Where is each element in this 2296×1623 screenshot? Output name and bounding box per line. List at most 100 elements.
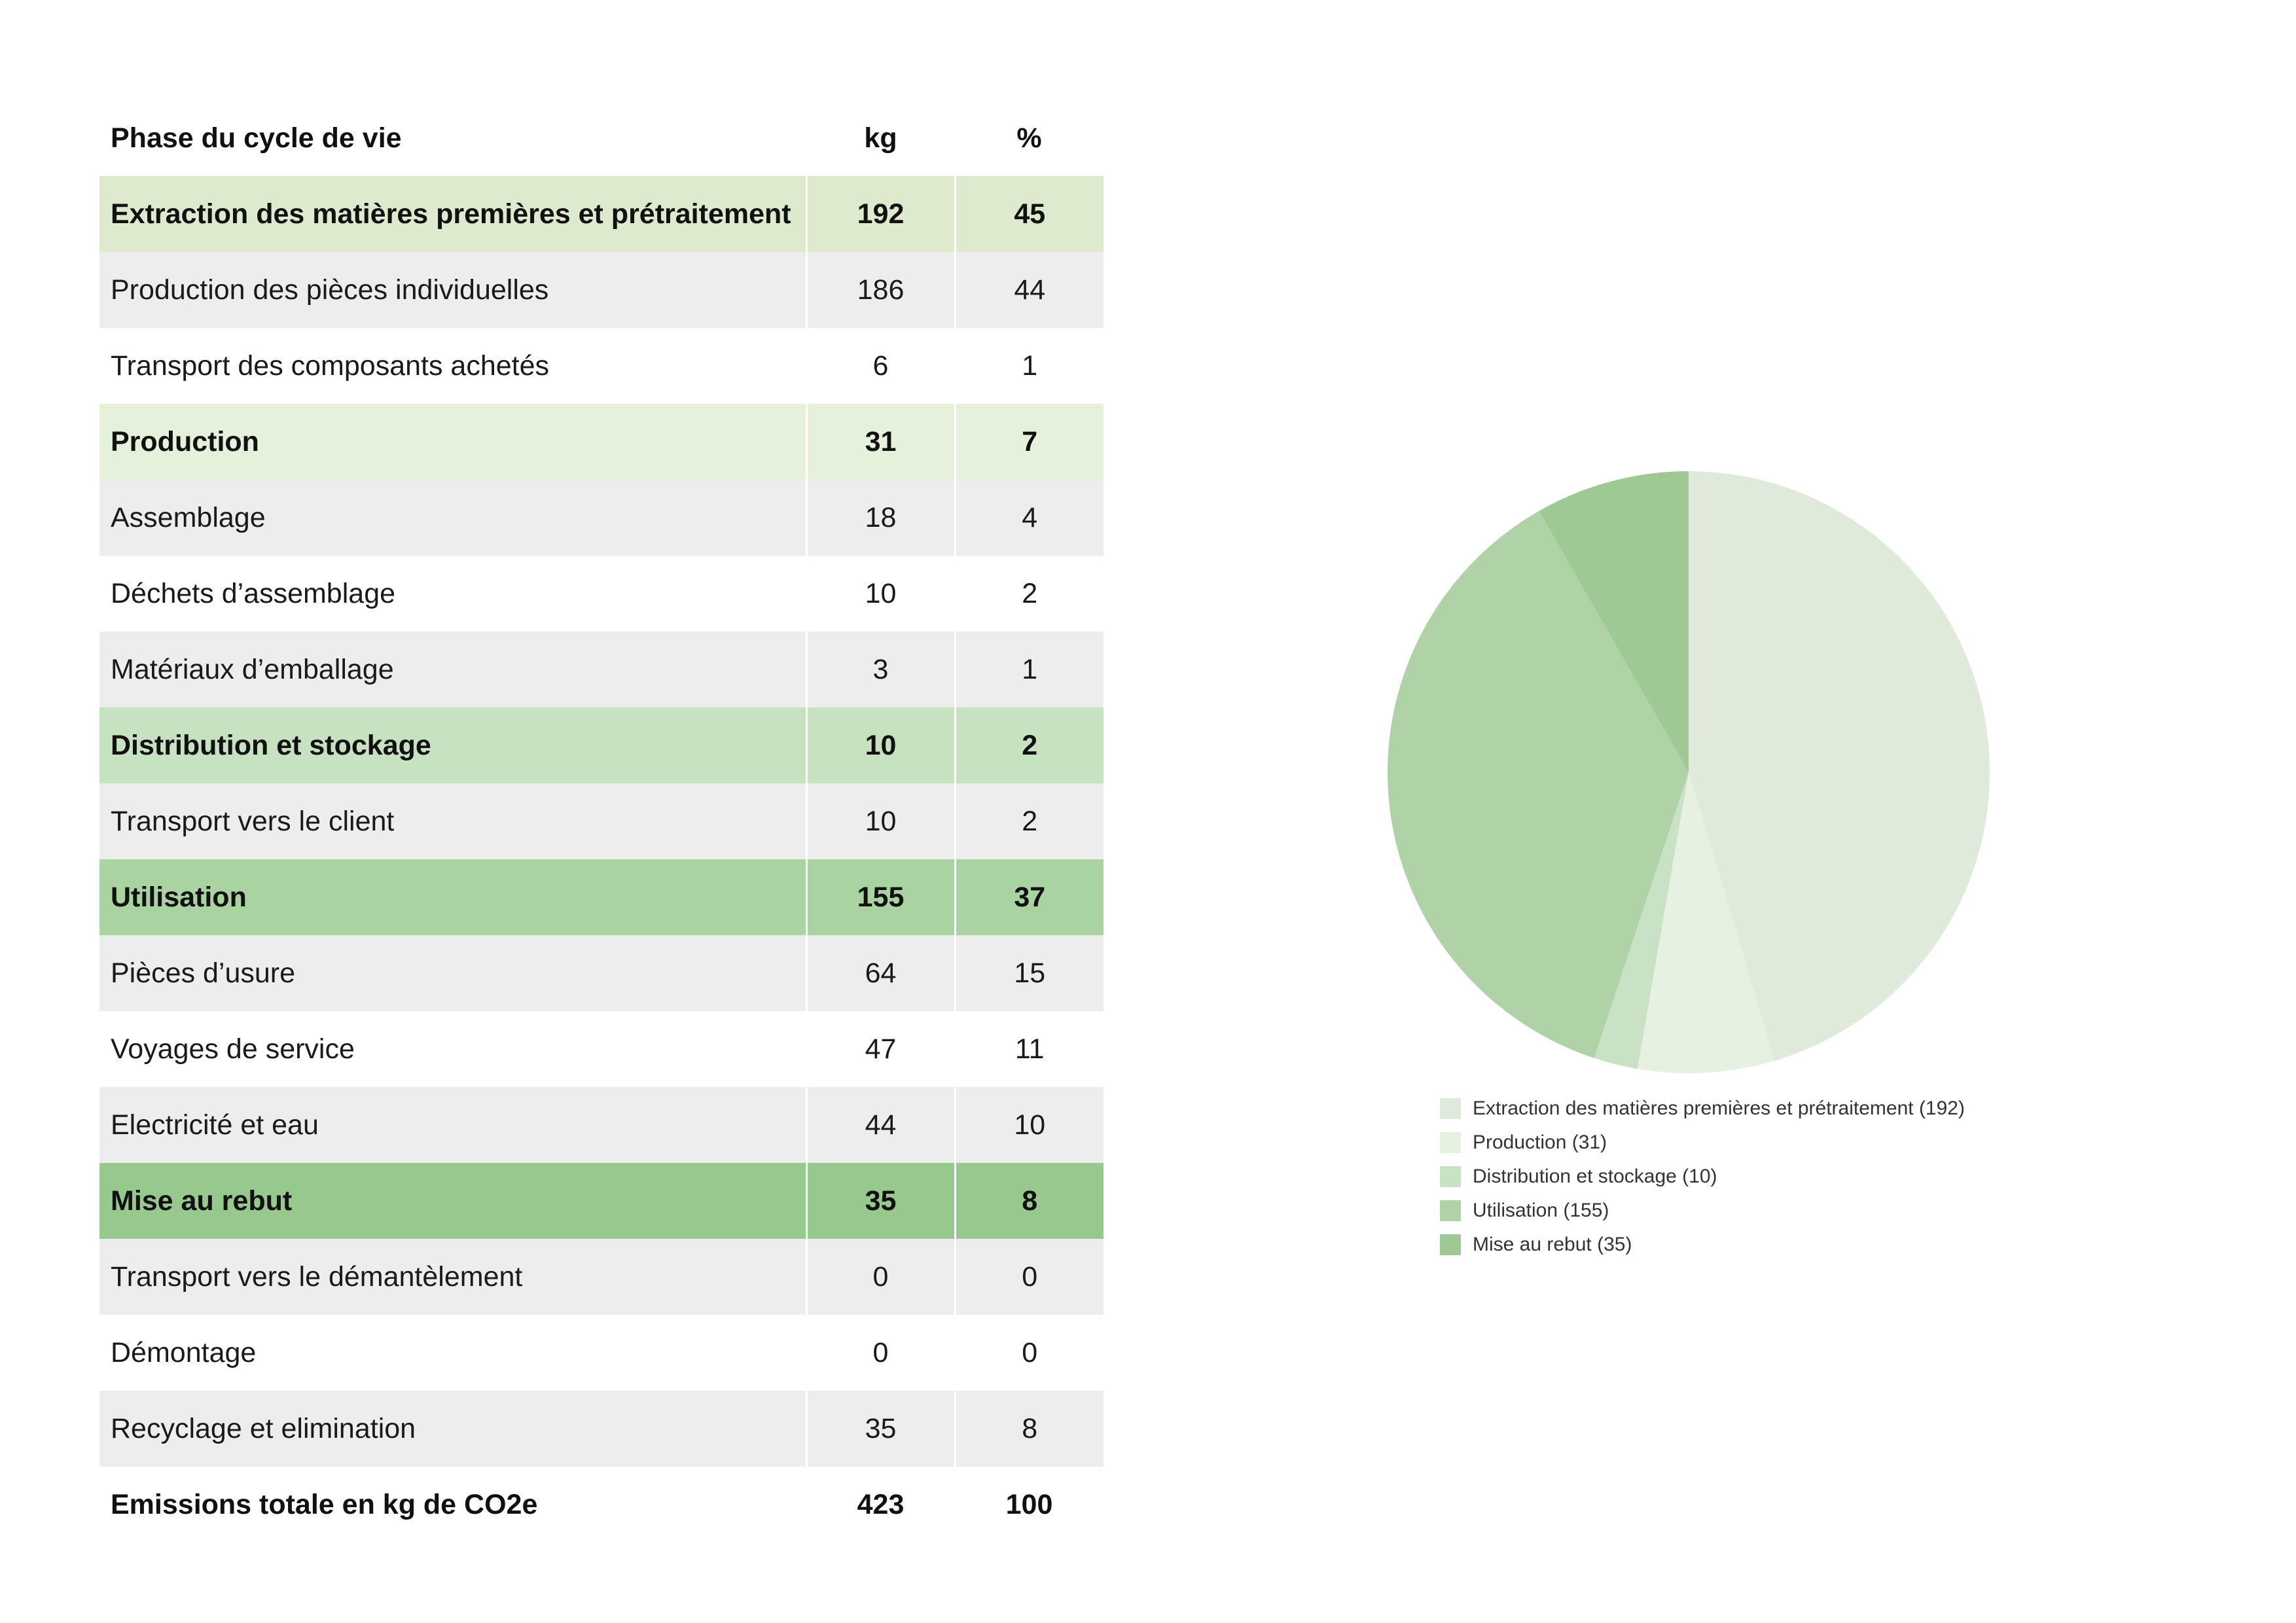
table-row: Assemblage 18 4 (99, 480, 1103, 556)
row-pct: 45 (954, 176, 1103, 252)
row-kg: 47 (805, 1011, 955, 1087)
row-label: Transport des composants achetés (111, 349, 550, 382)
row-label: Mise au rebut (111, 1185, 293, 1217)
row-kg: 35 (805, 1391, 955, 1467)
row-label: Assemblage (111, 501, 266, 533)
row-kg: 44 (805, 1087, 955, 1163)
pie-slice (1594, 772, 1689, 1069)
row-kg: 64 (805, 935, 955, 1011)
row-label: Recyclage et elimination (111, 1412, 416, 1444)
legend-item: Production (31) (1440, 1126, 1965, 1160)
phase-row: Distribution et stockage 10 2 (99, 707, 1103, 783)
row-pct: 11 (954, 1011, 1103, 1087)
row-label: Transport vers le client (111, 805, 395, 837)
row-pct: 8 (954, 1163, 1103, 1239)
total-row: Emissions totale en kg de CO2e 423 100 (99, 1467, 1103, 1543)
row-label: Transport vers le démantèlement (111, 1260, 523, 1293)
row-kg: 3 (805, 632, 955, 707)
table-header-row: Phase du cycle de vie kg % (99, 100, 1103, 176)
phase-row: Mise au rebut 35 8 (99, 1163, 1103, 1239)
row-kg: 186 (805, 252, 955, 328)
legend-item: Mise au rebut (35) (1440, 1228, 1965, 1262)
legend-swatch (1440, 1234, 1461, 1255)
table-row: Transport vers le démantèlement 0 0 (99, 1239, 1103, 1315)
row-pct: 7 (954, 404, 1103, 480)
row-label: Production (111, 425, 259, 457)
header-kg: kg (806, 100, 955, 176)
row-pct: 4 (954, 480, 1103, 556)
row-kg: 192 (805, 176, 955, 252)
phase-row: Utilisation 155 37 (99, 859, 1103, 935)
row-label: Démontage (111, 1336, 257, 1368)
legend-item: Extraction des matières premières et pré… (1440, 1092, 1965, 1126)
table-row: Matériaux d’emballage 3 1 (99, 632, 1103, 707)
legend-label: Utilisation (155) (1473, 1200, 1609, 1221)
row-pct: 0 (954, 1315, 1103, 1391)
emissions-pie-chart (1388, 471, 1990, 1073)
row-pct: 10 (954, 1087, 1103, 1163)
table-row: Démontage 0 0 (99, 1315, 1103, 1391)
table-row: Voyages de service 47 11 (99, 1011, 1103, 1087)
legend-swatch (1440, 1132, 1461, 1153)
phase-row: Production 31 7 (99, 404, 1103, 480)
table-row: Pièces d’usure 64 15 (99, 935, 1103, 1011)
table-row: Transport vers le client 10 2 (99, 783, 1103, 859)
row-pct: 1 (954, 328, 1103, 404)
pie-slice (1637, 772, 1775, 1073)
total-pct: 100 (955, 1467, 1103, 1543)
row-label: Matériaux d’emballage (111, 653, 394, 685)
row-label: Pièces d’usure (111, 957, 296, 989)
row-label: Utilisation (111, 881, 247, 913)
legend-label: Mise au rebut (35) (1473, 1234, 1632, 1255)
row-kg: 10 (805, 556, 955, 632)
pie-slice (1539, 471, 1689, 772)
row-pct: 44 (954, 252, 1103, 328)
table-row: Electricité et eau 44 10 (99, 1087, 1103, 1163)
row-kg: 10 (805, 783, 955, 859)
legend-label: Distribution et stockage (10) (1473, 1166, 1717, 1187)
table-body: Extraction des matières premières et pré… (99, 176, 1103, 1467)
total-label: Emissions totale en kg de CO2e (99, 1467, 806, 1543)
row-pct: 37 (954, 859, 1103, 935)
row-kg: 35 (805, 1163, 955, 1239)
row-pct: 15 (954, 935, 1103, 1011)
pie-slice (1388, 510, 1689, 1058)
row-pct: 1 (954, 632, 1103, 707)
row-pct: 0 (954, 1239, 1103, 1315)
row-kg: 155 (805, 859, 955, 935)
row-kg: 10 (805, 707, 955, 783)
row-pct: 2 (954, 783, 1103, 859)
row-pct: 8 (954, 1391, 1103, 1467)
table-row: Recyclage et elimination 35 8 (99, 1391, 1103, 1467)
legend-item: Distribution et stockage (10) (1440, 1160, 1965, 1194)
header-phase: Phase du cycle de vie (99, 100, 806, 176)
legend-swatch (1440, 1200, 1461, 1221)
legend-swatch (1440, 1166, 1461, 1187)
row-pct: 2 (954, 556, 1103, 632)
phase-row: Extraction des matières premières et pré… (99, 176, 1103, 252)
total-kg: 423 (806, 1467, 955, 1543)
row-label: Distribution et stockage (111, 729, 431, 761)
header-pct: % (955, 100, 1103, 176)
table-row: Transport des composants achetés 6 1 (99, 328, 1103, 404)
row-label: Déchets d’assemblage (111, 577, 396, 609)
legend-item: Utilisation (155) (1440, 1194, 1965, 1228)
row-label: Extraction des matières premières et pré… (111, 198, 791, 230)
row-kg: 31 (805, 404, 955, 480)
table-row: Production des pièces individuelles 186 44 (99, 252, 1103, 328)
legend-swatch (1440, 1098, 1461, 1119)
row-kg: 0 (805, 1315, 955, 1391)
pie-slice (1689, 471, 1990, 1061)
legend-label: Extraction des matières premières et pré… (1473, 1097, 1965, 1119)
row-label: Electricité et eau (111, 1109, 319, 1141)
legend-label: Production (31) (1473, 1132, 1607, 1153)
lca-emissions-table: Phase du cycle de vie kg % Extraction de… (99, 100, 1103, 1543)
row-kg: 6 (805, 328, 955, 404)
pie-legend: Extraction des matières premières et pré… (1440, 1092, 1965, 1262)
row-pct: 2 (954, 707, 1103, 783)
row-kg: 18 (805, 480, 955, 556)
row-label: Voyages de service (111, 1033, 355, 1065)
row-label: Production des pièces individuelles (111, 274, 549, 306)
row-kg: 0 (805, 1239, 955, 1315)
table-row: Déchets d’assemblage 10 2 (99, 556, 1103, 632)
